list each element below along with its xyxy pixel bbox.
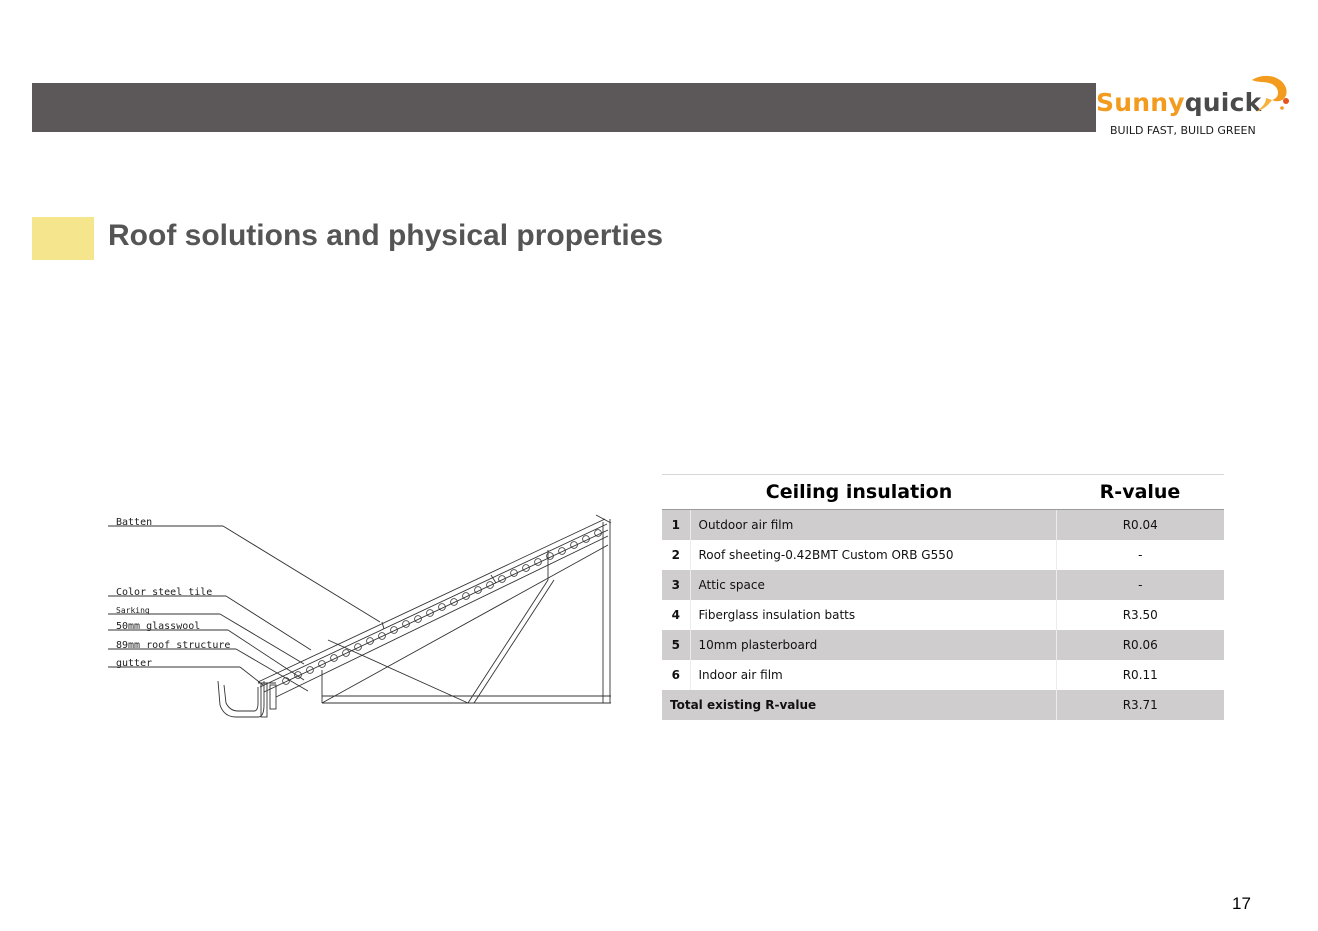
row-description: Outdoor air film [690,509,1057,540]
table-row: 6 Indoor air film R0.11 [662,660,1224,690]
row-r-value: R3.50 [1122,608,1158,622]
sunnyquick-logo: Sunnyquick BUILD FAST, BUILD GREEN [1094,70,1294,140]
header-ceiling-insulation: Ceiling insulation [662,474,1056,510]
table-row: 2 Roof sheeting-0.42BMT Custom ORB G550 … [662,540,1224,570]
label-color-steel-tile: Color steel tile [116,587,212,598]
table-total-row: Total existing R-value R3.71 [662,690,1224,720]
row-r-value: R0.11 [1122,668,1158,682]
header-r-value: R-value [1056,474,1224,510]
total-label: Total existing R-value [662,690,1057,720]
label-roof-structure: 89mm roof structure [116,640,230,651]
roof-section-drawing: Batten Color steel tile Sarking 50mm gla… [108,514,612,718]
table-header-row: Ceiling insulation R-value [662,474,1224,510]
sun-swirl-icon [1252,75,1289,112]
row-description: Indoor air film [690,660,1057,690]
table-row: 1 Outdoor air film R0.04 [662,509,1224,540]
total-r-value: R3.71 [1056,690,1224,720]
r-value-table: Ceiling insulation R-value 1 Outdoor air… [662,474,1224,720]
page-number: 17 [1232,894,1251,913]
row-number: 6 [662,660,691,690]
header-bar [32,83,1096,132]
row-number: 1 [662,509,691,540]
label-gutter: gutter [116,658,152,669]
table-row: 5 10mm plasterboard R0.06 [662,630,1224,660]
row-r-value: R0.04 [1056,509,1224,540]
label-glasswool: 50mm glasswool [116,621,200,632]
row-description: 10mm plasterboard [690,630,1057,660]
label-sarking: Sarking [116,606,150,615]
r-value-table-container: Ceiling insulation R-value 1 Outdoor air… [662,474,1224,720]
row-number: 2 [662,540,691,570]
page-title: Roof solutions and physical properties [108,219,664,252]
title-accent-square [32,217,94,260]
logo-wordmark: Sunnyquick [1096,88,1261,117]
row-number: 4 [662,600,691,630]
row-r-value: - [1138,548,1143,562]
row-description: Attic space [690,570,1057,600]
logo-word-sunny: Sunny [1096,88,1185,117]
table-row: 3 Attic space - [662,570,1224,600]
row-description: Fiberglass insulation batts [690,600,1057,630]
logo-word-quick: quick [1184,88,1262,117]
row-r-value: R0.06 [1056,630,1224,660]
row-number: 5 [662,630,691,660]
logo-tagline: BUILD FAST, BUILD GREEN [1110,124,1256,137]
row-number: 3 [662,570,691,600]
label-batten: Batten [116,517,152,528]
table-row: 4 Fiberglass insulation batts R3.50 [662,600,1224,630]
row-description: Roof sheeting-0.42BMT Custom ORB G550 [690,540,1057,570]
row-r-value: - [1056,570,1224,600]
